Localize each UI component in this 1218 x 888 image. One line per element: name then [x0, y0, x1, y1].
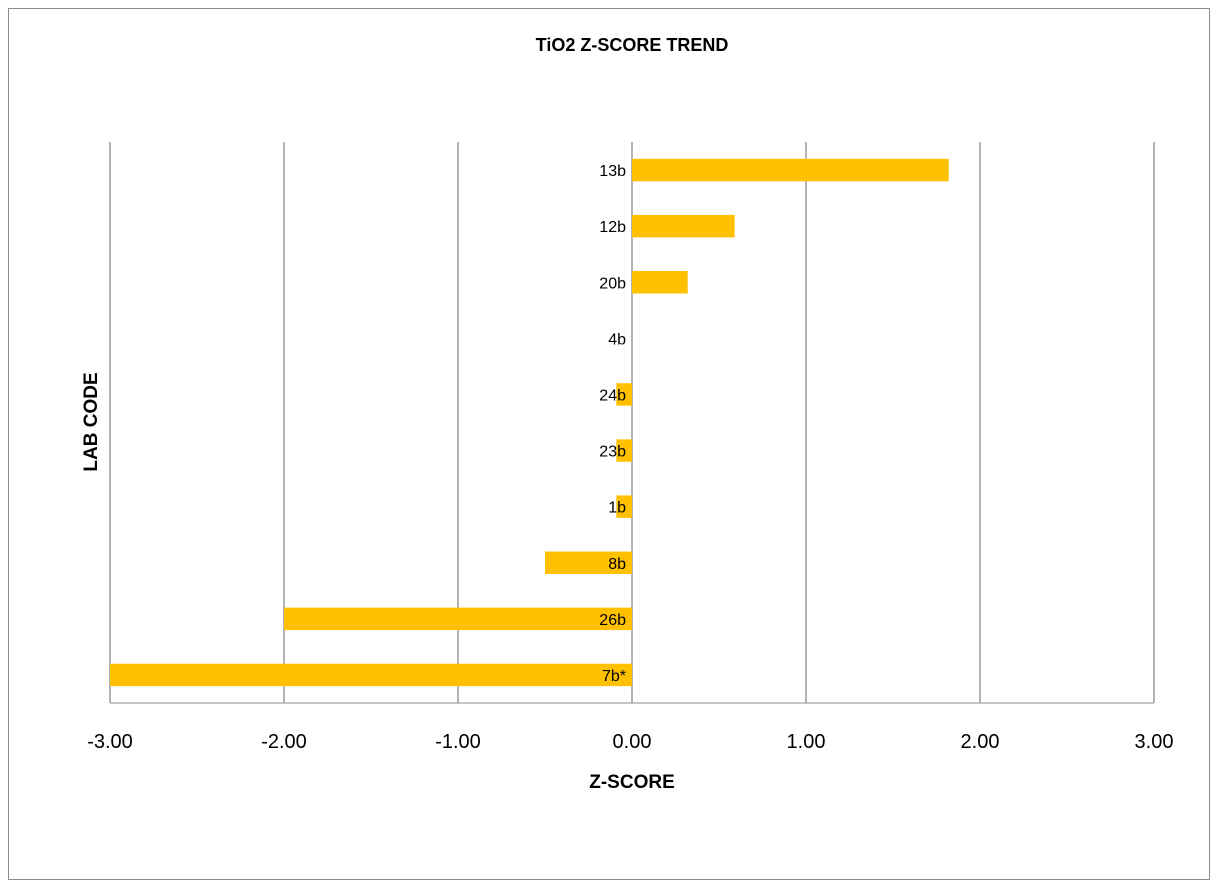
x-tick-label: 3.00 [1135, 731, 1174, 753]
x-axis-title: Z-SCORE [589, 772, 675, 793]
bar [616, 439, 632, 462]
x-tick-label: -3.00 [87, 731, 133, 753]
x-tick-labels: -3.00 -2.00 -1.00 0.00 1.00 2.00 3.00 [87, 731, 1173, 753]
category-label: 4b [608, 331, 626, 348]
bar [632, 158, 949, 182]
bar [616, 495, 632, 518]
x-tick-label: 0.00 [613, 731, 652, 753]
bar [632, 271, 688, 294]
category-label: 12b [599, 219, 626, 236]
category-label: 1b [608, 500, 626, 517]
x-tick-label: -1.00 [435, 731, 481, 753]
category-label: 13b [599, 163, 626, 180]
category-label: 26b [599, 612, 626, 629]
chart-frame [8, 8, 1210, 880]
x-tick-label: -2.00 [261, 731, 307, 753]
y-axis-title: LAB CODE [81, 372, 102, 471]
x-tick-label: 1.00 [787, 731, 826, 753]
bar [284, 607, 632, 631]
category-label: 20b [599, 275, 626, 292]
bar [616, 383, 632, 406]
category-label: 7b* [602, 668, 626, 685]
category-labels: 13b 12b 20b 4b 24b 23b 1b 8b 26b 7b* [599, 163, 626, 685]
bar [110, 663, 632, 687]
bars [110, 158, 949, 687]
x-tick-label: 2.00 [961, 731, 1000, 753]
category-label: 23b [599, 444, 626, 461]
bar [545, 551, 632, 574]
category-label: 8b [608, 556, 626, 573]
category-label: 24b [599, 387, 626, 404]
chart-title: TiO2 Z-SCORE TREND [536, 35, 729, 55]
bar [632, 214, 735, 238]
